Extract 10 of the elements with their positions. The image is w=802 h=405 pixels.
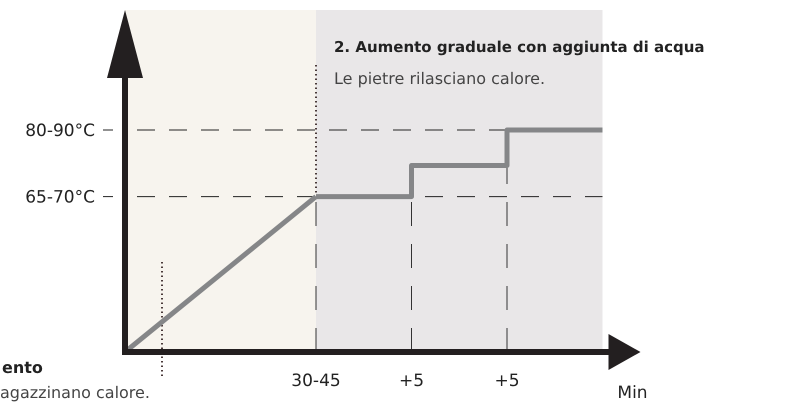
- x-tick-label: +5: [494, 371, 520, 391]
- text: Le pietre rilasciano calore.: [334, 69, 546, 88]
- x-axis-title: Min: [617, 383, 648, 403]
- ref-line-label: 80-90°C: [25, 120, 95, 141]
- text: agazzinano calore.: [0, 383, 150, 402]
- x-tick-label: 30-45: [291, 371, 341, 391]
- text: 2. Aumento graduale con aggiunta di acqua: [334, 38, 705, 56]
- text: ento: [2, 358, 43, 377]
- x-tick-label: +5: [398, 371, 424, 391]
- ref-line-label: 65-70°C: [25, 188, 95, 208]
